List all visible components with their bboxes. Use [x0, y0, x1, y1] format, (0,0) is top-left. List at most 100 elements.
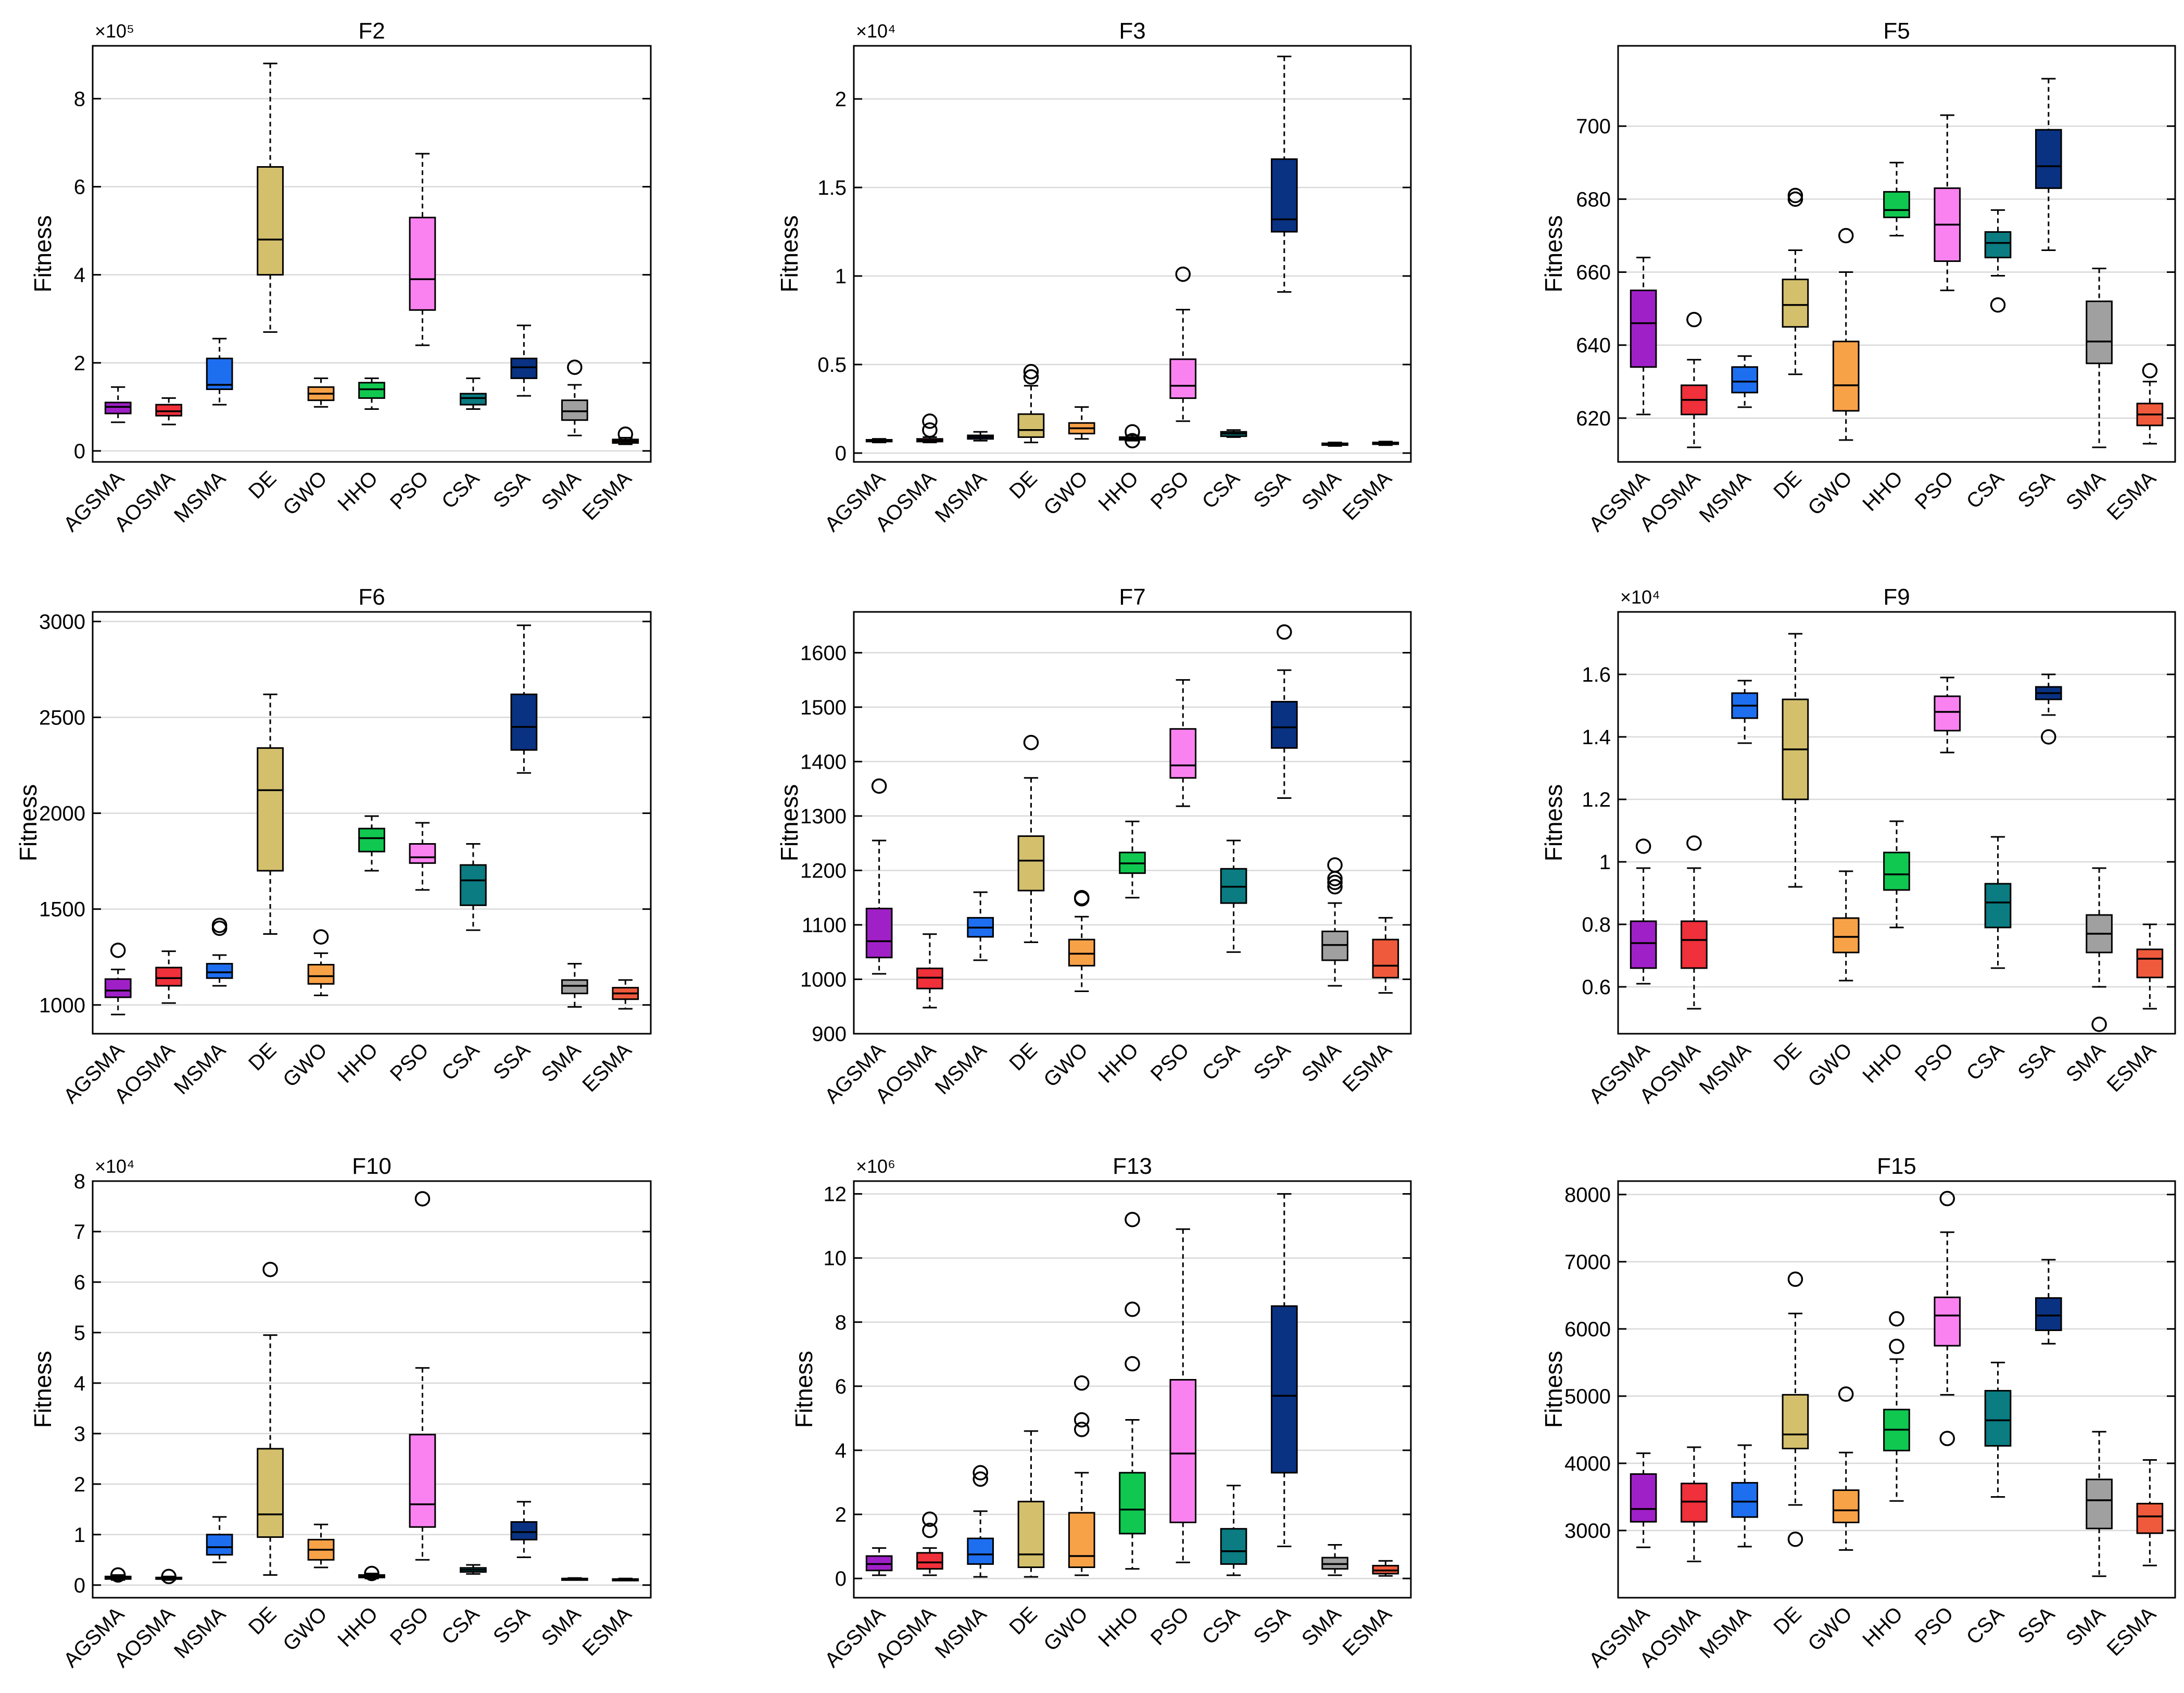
- box-gwo: [307, 1523, 335, 1569]
- box-esma: [612, 979, 639, 1010]
- iqr-box: [1169, 1379, 1197, 1523]
- iqr-box: [1832, 917, 1860, 954]
- outlier-point: [1686, 835, 1702, 851]
- box-csa: [460, 377, 487, 410]
- iqr-box: [1169, 358, 1197, 399]
- axes-frame: [1617, 1180, 2176, 1599]
- outlier-point: [1787, 1531, 1803, 1547]
- outlier-point: [1074, 889, 1090, 906]
- iqr-box: [1017, 1500, 1045, 1569]
- box-msma: [206, 1516, 233, 1563]
- box-ssa: [1271, 624, 1298, 799]
- iqr-box: [916, 1552, 943, 1570]
- y-tick-label: 12: [824, 1183, 847, 1206]
- axis-exponent: ×10⁴: [856, 20, 896, 42]
- y-tick-label: 6000: [1564, 1318, 1611, 1341]
- box-hho: [358, 377, 385, 410]
- box-de: [1782, 633, 1809, 888]
- outlier-point: [922, 1511, 938, 1527]
- outlier-point: [211, 918, 228, 933]
- outlier-point: [617, 426, 634, 442]
- y-tick-label: 8: [74, 1170, 85, 1193]
- iqr-box: [1984, 1390, 2012, 1447]
- box-agsma: [1630, 1452, 1657, 1548]
- box-hho: [1119, 424, 1146, 448]
- outlier-point: [1125, 433, 1140, 448]
- box-msma: [1731, 355, 1758, 408]
- y-tick-label: 7000: [1564, 1251, 1611, 1274]
- iqr-box: [460, 864, 487, 906]
- iqr-box: [510, 693, 538, 751]
- iqr-box: [1832, 1489, 1860, 1523]
- axis-exponent: ×10⁴: [95, 1156, 135, 1177]
- box-pso: [1934, 1190, 1961, 1446]
- iqr-box: [1782, 279, 1809, 328]
- box-de: [1782, 187, 1809, 375]
- box-ssa: [510, 1501, 538, 1558]
- iqr-box: [1731, 366, 1758, 394]
- iqr-box: [1630, 1473, 1657, 1523]
- iqr-box: [206, 963, 233, 979]
- y-tick-label: 0: [835, 442, 847, 465]
- iqr-box: [409, 1434, 436, 1528]
- y-tick-label: 1300: [800, 805, 847, 828]
- axes-frame: [92, 45, 652, 463]
- outlier-point: [973, 1465, 988, 1481]
- box-de: [1017, 1430, 1045, 1578]
- box-esma: [612, 426, 639, 445]
- y-tick-label: 1: [835, 265, 847, 288]
- box-aosma: [1681, 835, 1708, 1010]
- y-tick-label: 2: [835, 1503, 847, 1526]
- box-hho: [1119, 820, 1146, 899]
- box-ssa: [510, 324, 538, 397]
- box-msma: [206, 918, 233, 987]
- y-axis-label: Fitness: [15, 784, 42, 861]
- outlier-point: [313, 929, 329, 945]
- outlier-point: [1787, 191, 1803, 207]
- y-tick-label: 2: [835, 88, 847, 111]
- iqr-box: [1934, 695, 1961, 732]
- box-gwo: [1832, 870, 1860, 982]
- box-csa: [1220, 839, 1247, 953]
- box-agsma: [865, 438, 893, 444]
- box-ssa: [2035, 78, 2062, 251]
- y-axis-label: Fitness: [1540, 215, 1567, 292]
- iqr-box: [409, 843, 436, 864]
- outlier-point: [110, 1567, 126, 1583]
- y-axis-label: Fitness: [1540, 784, 1567, 861]
- outlier-point: [1277, 624, 1292, 640]
- y-tick-label: 2000: [39, 802, 85, 825]
- box-esma: [2136, 923, 2164, 1010]
- iqr-box: [561, 399, 588, 421]
- iqr-box: [1271, 700, 1298, 749]
- chart-title: F2: [358, 18, 385, 44]
- box-aosma: [155, 1569, 183, 1585]
- box-de: [257, 693, 284, 935]
- iqr-box: [104, 978, 132, 998]
- box-agsma: [104, 1567, 132, 1583]
- y-tick-label: 0.5: [817, 354, 847, 377]
- axes-frame: [853, 1180, 1412, 1599]
- outlier-point: [1074, 1412, 1090, 1428]
- box-esma: [1372, 917, 1399, 994]
- box-sma: [2086, 1431, 2113, 1577]
- box-sma: [2086, 268, 2113, 448]
- y-tick-label: 1.2: [1582, 788, 1611, 811]
- box-aosma: [155, 950, 183, 1004]
- outlier-point: [567, 359, 583, 375]
- chart-title: F10: [352, 1153, 392, 1179]
- box-csa: [1220, 1485, 1247, 1576]
- y-tick-label: 1000: [800, 968, 847, 991]
- box-esma: [1372, 441, 1399, 446]
- iqr-box: [1630, 290, 1657, 368]
- iqr-box: [2086, 300, 2113, 365]
- outlier-point: [1939, 1431, 1955, 1446]
- outlier-point: [1787, 1271, 1803, 1287]
- box-ssa: [2035, 1259, 2062, 1345]
- box-sma: [561, 963, 588, 1008]
- box-ssa: [1271, 1193, 1298, 1548]
- chart-title: F3: [1119, 18, 1145, 44]
- y-tick-label: 1200: [800, 859, 847, 882]
- box-ssa: [2035, 673, 2062, 745]
